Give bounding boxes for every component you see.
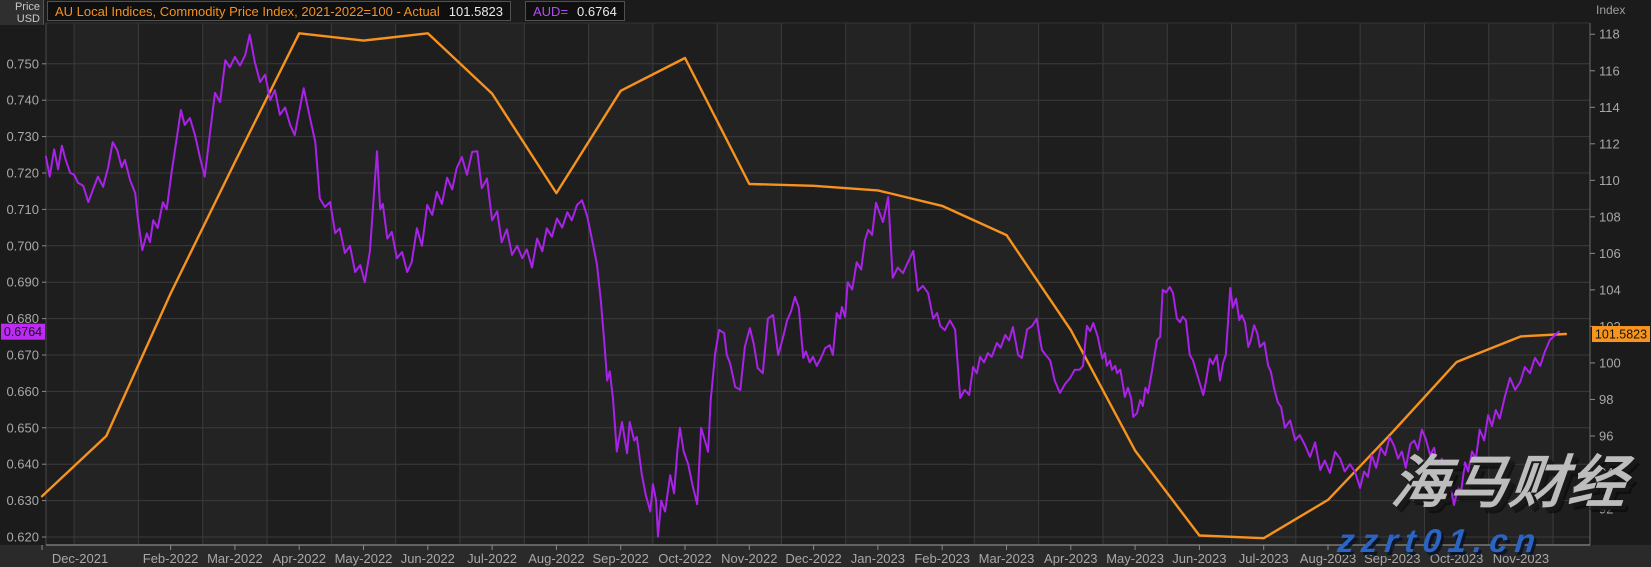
axis-tick-label: Dec-2021 bbox=[52, 551, 108, 566]
axis-tick-label: Jul-2022 bbox=[467, 551, 517, 566]
legend-aud[interactable]: AUD= 0.6764 bbox=[525, 1, 625, 21]
legend-commodity-index-value: 101.5823 bbox=[448, 3, 504, 19]
watermark-chinese-text: 海马财经 bbox=[1388, 451, 1632, 515]
axis-tick-label: Apr-2022 bbox=[272, 551, 325, 566]
axis-tick-label: 94 bbox=[1599, 465, 1613, 480]
axis-unit-button[interactable]: Price USD bbox=[0, 0, 44, 25]
axis-tick-label: 0.640 bbox=[6, 457, 39, 472]
aud-last-price-badge: 0.6764 bbox=[1, 323, 45, 340]
legend-commodity-index-label: AU Local Indices, Commodity Price Index,… bbox=[55, 3, 440, 19]
axis-tick-label: Oct-2022 bbox=[658, 551, 711, 566]
axis-tick-label: 0.730 bbox=[6, 129, 39, 144]
legend-aud-value: 0.6764 bbox=[577, 3, 617, 19]
index-last-value-badge: 101.5823 bbox=[1592, 326, 1650, 343]
axis-unit-usd-label: USD bbox=[16, 13, 40, 25]
axis-tick-label: Sep-2023 bbox=[1364, 551, 1420, 566]
axis-tick-label: Dec-2022 bbox=[785, 551, 841, 566]
axis-tick-label: Jun-2023 bbox=[1172, 551, 1226, 566]
axis-tick-label: 0.650 bbox=[6, 420, 39, 435]
axis-tick-label: 114 bbox=[1599, 100, 1620, 115]
axis-tick-label: 104 bbox=[1599, 282, 1621, 297]
svg-text:0.6764: 0.6764 bbox=[4, 325, 42, 339]
axis-tick-label: Mar-2023 bbox=[979, 551, 1035, 566]
axis-tick-label: 0.680 bbox=[6, 311, 39, 326]
axis-tick-label: Aug-2022 bbox=[528, 551, 584, 566]
axis-tick-label: 0.620 bbox=[6, 530, 39, 545]
right-axis-title: Index bbox=[1596, 3, 1626, 17]
axis-tick-label: 116 bbox=[1599, 63, 1620, 78]
axis-tick-label: 0.690 bbox=[6, 275, 39, 290]
axis-tick-label: 106 bbox=[1599, 246, 1621, 261]
axis-tick-label: Nov-2023 bbox=[1493, 551, 1549, 566]
axis-tick-label: 0.740 bbox=[6, 93, 39, 108]
axis-tick-label: 0.750 bbox=[6, 56, 39, 71]
axis-tick-label: 108 bbox=[1599, 209, 1621, 224]
axis-tick-label: 110 bbox=[1599, 173, 1620, 188]
axis-tick-label: Sep-2022 bbox=[593, 551, 649, 566]
axis-tick-label: Feb-2022 bbox=[143, 551, 199, 566]
axis-tick-label: 0.660 bbox=[6, 384, 39, 399]
axis-tick-label: 0.710 bbox=[6, 202, 39, 217]
axis-tick-label: May-2023 bbox=[1106, 551, 1164, 566]
axis-tick-label: Nov-2022 bbox=[721, 551, 777, 566]
axis-tick-label: 118 bbox=[1599, 27, 1620, 42]
legend-aud-label: AUD= bbox=[533, 3, 569, 19]
axis-tick-label: Oct-2023 bbox=[1430, 551, 1483, 566]
axis-tick-label: 0.670 bbox=[6, 348, 39, 363]
axis-unit-price-label: Price bbox=[14, 1, 40, 13]
axis-tick-label: Jul-2023 bbox=[1239, 551, 1289, 566]
axis-tick-label: 92 bbox=[1599, 502, 1613, 517]
axis-tick-label: Aug-2023 bbox=[1300, 551, 1356, 566]
axis-tick-label: Jun-2022 bbox=[401, 551, 455, 566]
axis-tick-label: 100 bbox=[1599, 355, 1621, 370]
axis-tick-label: Apr-2023 bbox=[1044, 551, 1097, 566]
axis-tick-label: 0.700 bbox=[6, 238, 39, 253]
axis-tick-label: 96 bbox=[1599, 428, 1613, 443]
legend-commodity-index[interactable]: AU Local Indices, Commodity Price Index,… bbox=[47, 1, 512, 21]
axis-tick-label: Jan-2023 bbox=[851, 551, 905, 566]
axis-tick-label: 98 bbox=[1599, 392, 1613, 407]
watermark-url-text: zzrt01.cn bbox=[1336, 522, 1545, 559]
axis-tick-label: 0.630 bbox=[6, 493, 39, 508]
axis-tick-label: May-2022 bbox=[335, 551, 393, 566]
axis-tick-label: Feb-2023 bbox=[914, 551, 970, 566]
svg-text:101.5823: 101.5823 bbox=[1595, 328, 1647, 342]
axis-tick-label: 0.720 bbox=[6, 166, 39, 181]
axis-tick-label: 112 bbox=[1599, 136, 1620, 151]
axis-tick-label: Mar-2022 bbox=[207, 551, 263, 566]
